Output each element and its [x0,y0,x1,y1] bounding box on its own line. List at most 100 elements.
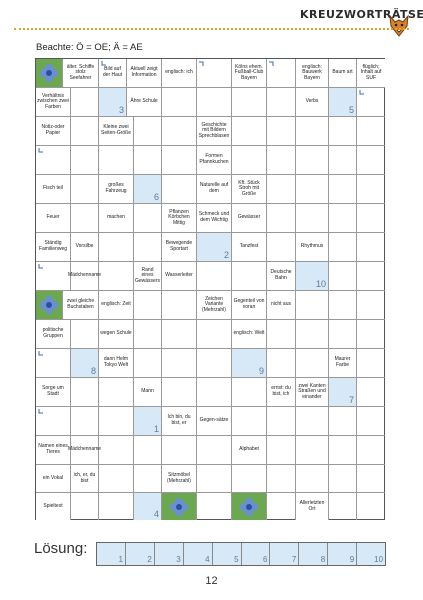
answer-cell[interactable] [267,59,296,88]
answer-cell[interactable] [232,117,267,146]
answer-cell[interactable] [329,146,357,175]
answer-cell[interactable] [329,465,357,493]
answer-cell[interactable] [162,320,197,349]
answer-cell[interactable] [357,117,385,146]
answer-cell[interactable] [357,320,385,349]
answer-cell[interactable] [357,146,385,175]
answer-cell[interactable] [267,465,296,493]
answer-cell[interactable] [162,436,197,465]
solution-slot[interactable]: 8 [299,543,329,565]
answer-cell[interactable] [162,146,197,175]
answer-cell[interactable] [296,146,329,175]
answer-cell[interactable] [36,146,71,175]
answer-cell[interactable] [197,59,232,88]
answer-cell[interactable] [267,204,296,233]
answer-cell[interactable] [329,320,357,349]
answer-cell[interactable] [232,262,267,291]
answer-cell[interactable] [134,465,162,493]
answer-cell[interactable] [232,378,267,407]
answer-cell[interactable] [357,233,385,262]
solution-cell[interactable]: 9 [232,349,267,378]
answer-cell[interactable] [71,320,99,349]
answer-cell[interactable] [99,493,134,520]
answer-cell[interactable] [197,436,232,465]
answer-cell[interactable] [357,349,385,378]
solution-cell[interactable]: 3 [99,88,127,117]
answer-cell[interactable] [296,117,329,146]
answer-cell[interactable] [134,349,162,378]
answer-cell[interactable] [296,349,329,378]
solution-slot[interactable]: 6 [241,543,271,565]
answer-cell[interactable] [71,204,99,233]
answer-cell[interactable] [296,204,329,233]
answer-cell[interactable] [357,465,385,493]
answer-cell[interactable] [329,175,357,204]
answer-cell[interactable] [162,349,197,378]
answer-cell[interactable] [36,407,71,436]
answer-cell[interactable] [267,407,296,436]
answer-cell[interactable] [329,117,357,146]
answer-cell[interactable] [357,262,385,291]
answer-cell[interactable] [232,88,267,117]
answer-cell[interactable] [134,291,162,320]
answer-cell[interactable] [197,465,232,493]
answer-cell[interactable] [99,436,134,465]
answer-cell[interactable] [99,465,134,493]
answer-cell[interactable] [329,493,357,520]
answer-cell[interactable] [197,378,232,407]
answer-cell[interactable] [329,436,357,465]
answer-cell[interactable] [357,436,385,465]
answer-cell[interactable] [232,465,267,493]
solution-slot[interactable]: 4 [183,543,213,565]
solution-cell[interactable]: 2 [197,233,232,262]
answer-cell[interactable] [71,378,99,407]
answer-cell[interactable] [296,407,329,436]
solution-slot[interactable]: 5 [212,543,242,565]
answer-cell[interactable] [296,291,329,320]
solution-cell[interactable]: 1 [134,407,162,436]
answer-cell[interactable] [134,233,162,262]
answer-cell[interactable] [71,493,99,520]
answer-cell[interactable] [99,407,134,436]
answer-cell[interactable] [197,320,232,349]
answer-cell[interactable] [36,262,71,291]
answer-cell[interactable] [296,320,329,349]
answer-cell[interactable] [267,436,296,465]
answer-cell[interactable] [357,204,385,233]
answer-cell[interactable] [232,407,267,436]
solution-slot[interactable]: 1 [97,543,126,565]
answer-cell[interactable] [329,233,357,262]
answer-cell[interactable] [134,117,162,146]
answer-cell[interactable] [267,320,296,349]
answer-cell[interactable] [134,204,162,233]
answer-cell[interactable] [267,117,296,146]
answer-cell[interactable] [162,175,197,204]
solution-cell[interactable]: 7 [329,378,357,407]
answer-cell[interactable] [71,88,99,117]
answer-cell[interactable] [162,88,197,117]
solution-slot[interactable]: 2 [125,543,155,565]
answer-cell[interactable] [99,233,134,262]
answer-cell[interactable] [71,175,99,204]
solution-cell[interactable]: 10 [296,262,329,291]
answer-cell[interactable] [267,349,296,378]
answer-cell[interactable] [357,493,385,520]
answer-cell[interactable] [99,378,134,407]
answer-cell[interactable] [357,407,385,436]
answer-cell[interactable] [232,146,267,175]
answer-cell[interactable] [296,436,329,465]
answer-cell[interactable] [71,117,99,146]
answer-cell[interactable] [197,88,232,117]
answer-cell[interactable] [357,378,385,407]
solution-slot[interactable]: 9 [328,543,358,565]
solution-cell[interactable]: 8 [71,349,99,378]
answer-cell[interactable] [296,465,329,493]
answer-cell[interactable] [357,88,385,117]
answer-cell[interactable] [329,291,357,320]
answer-cell[interactable] [197,349,232,378]
answer-cell[interactable] [197,262,232,291]
answer-cell[interactable] [71,146,99,175]
answer-cell[interactable] [267,233,296,262]
answer-cell[interactable] [162,291,197,320]
solution-cell[interactable]: 4 [134,493,162,520]
